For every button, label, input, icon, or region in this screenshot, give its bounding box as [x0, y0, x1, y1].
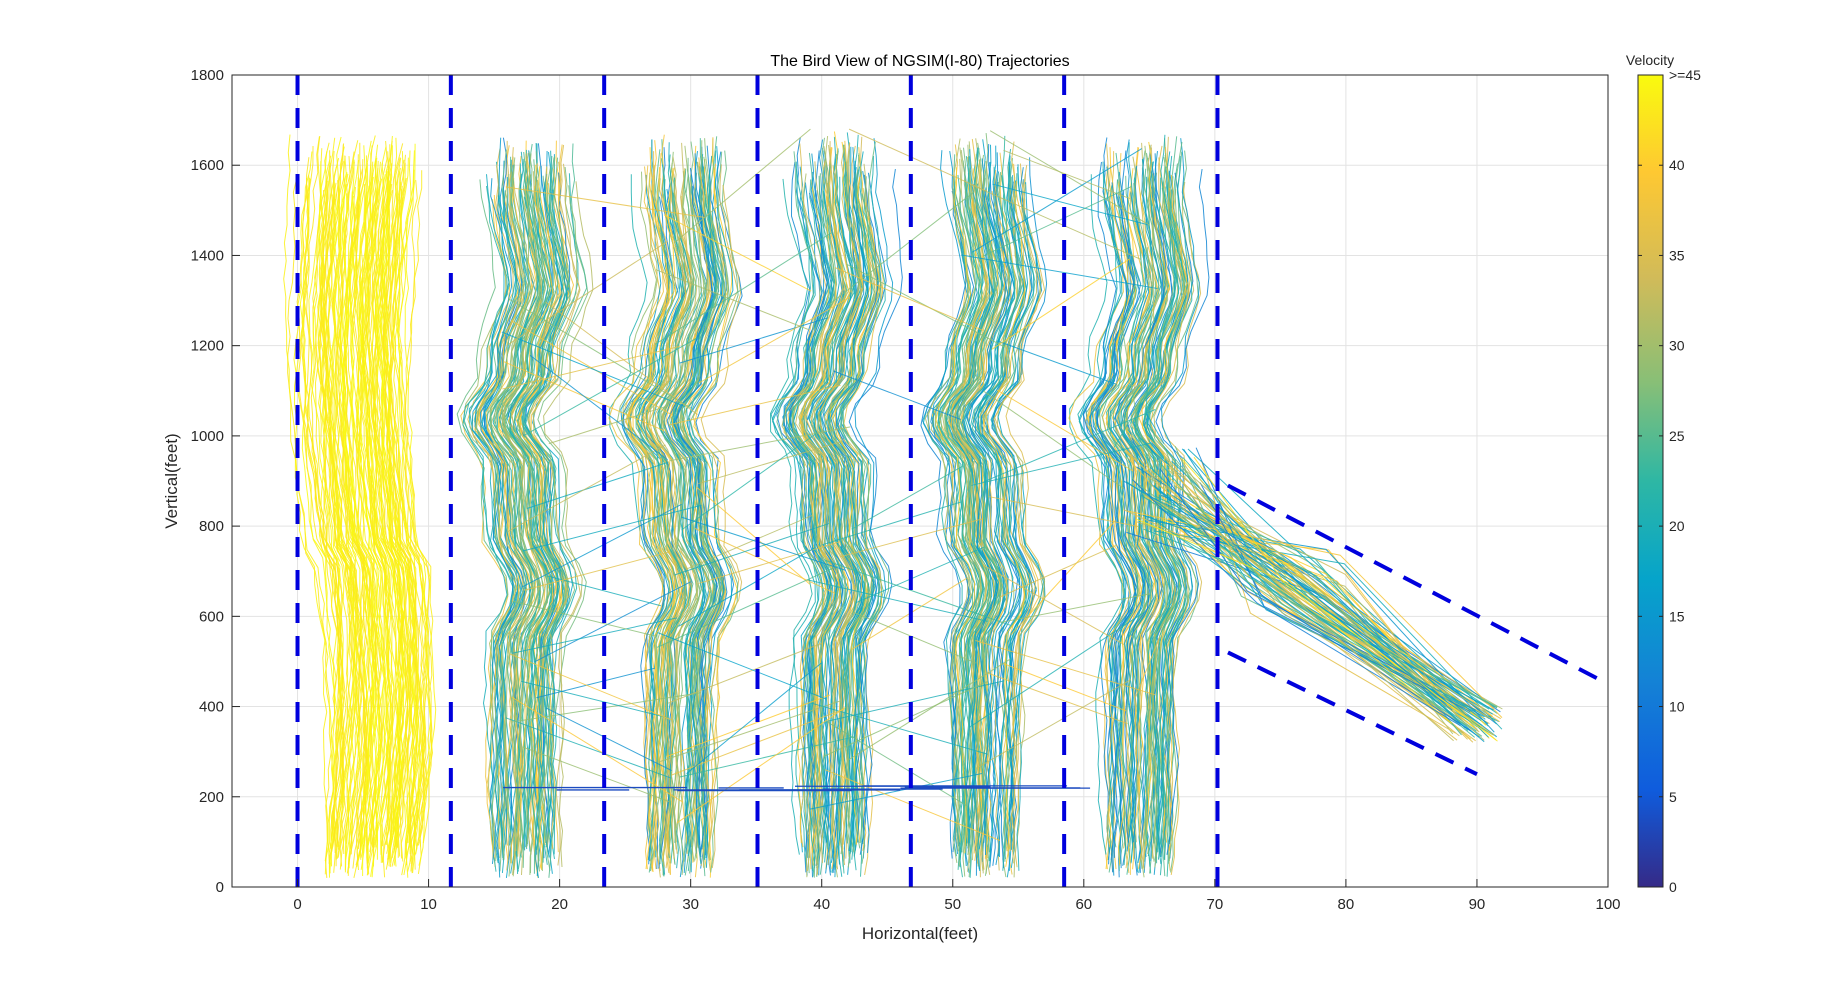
x-tick-label: 20 [551, 896, 568, 913]
colorbar-tick-label: 5 [1669, 789, 1677, 805]
lane-boundary-lines [295, 75, 1609, 887]
y-tick-label: 0 [216, 879, 224, 896]
colorbar-tick-label: >=45 [1669, 67, 1701, 83]
x-tick-label: 30 [682, 896, 699, 913]
trajectory-lines [283, 128, 1503, 879]
y-tick-label: 200 [199, 789, 224, 806]
colorbar-tick-label: 30 [1669, 338, 1685, 354]
grid-lines [232, 74, 1609, 888]
colorbar-tick-label: 15 [1669, 608, 1685, 624]
y-tick-label: 800 [199, 518, 224, 535]
x-tick-label: 80 [1338, 896, 1355, 913]
y-tick-label: 1800 [191, 67, 224, 84]
axes: 0 10 20 30 40 50 60 70 80 90 100020040060080010001… [191, 67, 1621, 913]
x-tick-label: 90 [1469, 896, 1486, 913]
x-tick-label: 100 [1595, 896, 1620, 913]
colorbar-tick-label: 40 [1669, 157, 1685, 173]
x-tick-label: 10 [420, 896, 437, 913]
colorbar-ticks: 0 5 10 15 20 25 30 35 40 >=45 [1638, 67, 1701, 895]
chart-title: The Bird View of NGSIM(I-80) Trajectorie… [770, 53, 1069, 70]
colorbar-tick-label: 20 [1669, 518, 1685, 534]
x-tick-label: 40 [813, 896, 830, 913]
colorbar-tick-label: 0 [1669, 879, 1677, 895]
y-tick-label: 1400 [191, 247, 224, 264]
ramp-boundary-line [1227, 483, 1609, 686]
colorbar-tick-label: 25 [1669, 428, 1685, 444]
colorbar-tick-label: 35 [1669, 247, 1685, 263]
plot-frame [231, 74, 1609, 888]
y-tick-label: 1000 [191, 428, 224, 445]
y-tick-label: 1600 [191, 157, 224, 174]
ramp-boundary-line [1227, 650, 1478, 777]
colorbar-label: Velocity [1626, 52, 1674, 68]
y-tick-label: 600 [199, 608, 224, 625]
colorbar [1637, 74, 1664, 888]
x-axis-label: Horizontal(feet) [862, 924, 978, 943]
y-tick-label: 400 [199, 699, 224, 716]
x-tick-label: 60 [1075, 896, 1092, 913]
y-tick-label: 1200 [191, 338, 224, 355]
x-tick-label: 0 [293, 896, 301, 913]
y-axis-label: Vertical(feet) [162, 433, 181, 528]
x-tick-label: 50 [944, 896, 961, 913]
x-tick-label: 70 [1207, 896, 1224, 913]
colorbar-tick-label: 10 [1669, 699, 1685, 715]
